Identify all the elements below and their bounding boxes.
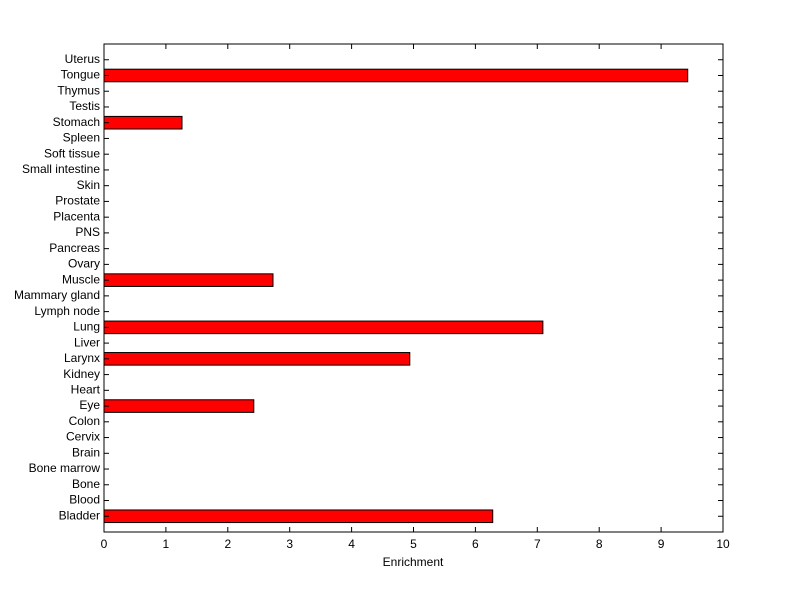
bar xyxy=(103,352,411,366)
axes-frame xyxy=(103,43,724,533)
y-tick-label: Prostate xyxy=(55,194,100,208)
y-tick-label: Spleen xyxy=(63,131,100,145)
y-tick-label: Lymph node xyxy=(34,304,100,318)
y-tick-label: Mammary gland xyxy=(14,288,100,302)
y-tick-label: Blood xyxy=(69,493,100,507)
x-tick-label: 7 xyxy=(534,537,541,551)
y-tick-label: Pancreas xyxy=(49,241,100,255)
y-tick-label: Placenta xyxy=(53,209,100,223)
y-tick-label: Ovary xyxy=(68,257,100,271)
y-tick-label: Testis xyxy=(69,99,100,113)
y-tick-label: Kidney xyxy=(63,367,100,381)
y-tick-label: Liver xyxy=(74,335,100,349)
y-tick-label: Uterus xyxy=(65,52,100,66)
x-tick-label: 8 xyxy=(596,537,603,551)
y-tick-label: Muscle xyxy=(62,272,100,286)
y-tick-label: Lung xyxy=(73,320,100,334)
x-tick-label: 4 xyxy=(348,537,355,551)
x-tick-label: 3 xyxy=(286,537,293,551)
y-tick-label: Larynx xyxy=(64,351,100,365)
y-tick-label: Heart xyxy=(71,382,101,396)
y-tick-label: Stomach xyxy=(53,115,100,129)
x-tick-label: 5 xyxy=(410,537,417,551)
bar xyxy=(103,509,494,524)
x-tick-label: 6 xyxy=(472,537,479,551)
bar xyxy=(103,273,274,287)
bar xyxy=(103,399,255,413)
y-tick-label: Brain xyxy=(72,445,100,459)
x-tick-label: 0 xyxy=(101,537,108,551)
bar xyxy=(103,115,183,130)
x-tick-label: 2 xyxy=(224,537,231,551)
bar xyxy=(103,68,689,83)
y-tick-label: Tongue xyxy=(61,68,101,82)
y-tick-label: Bone xyxy=(72,477,100,491)
y-tick-label: Bone marrow xyxy=(29,461,101,475)
y-tick-label: PNS xyxy=(75,225,100,239)
x-axis-label: Enrichment xyxy=(383,555,444,569)
bar xyxy=(103,320,544,335)
x-tick-label: 1 xyxy=(163,537,170,551)
y-tick-label: Colon xyxy=(69,414,100,428)
y-tick-label: Thymus xyxy=(57,83,100,97)
plot-area xyxy=(104,44,723,532)
x-tick-label: 10 xyxy=(716,537,730,551)
y-tick-label: Bladder xyxy=(59,508,100,522)
y-tick-label: Soft tissue xyxy=(44,146,100,160)
y-tick-label: Small intestine xyxy=(22,162,100,176)
x-tick-label: 9 xyxy=(658,537,665,551)
y-tick-label: Skin xyxy=(77,178,100,192)
y-tick-label: Eye xyxy=(79,398,100,412)
y-tick-label: Cervix xyxy=(66,430,100,444)
